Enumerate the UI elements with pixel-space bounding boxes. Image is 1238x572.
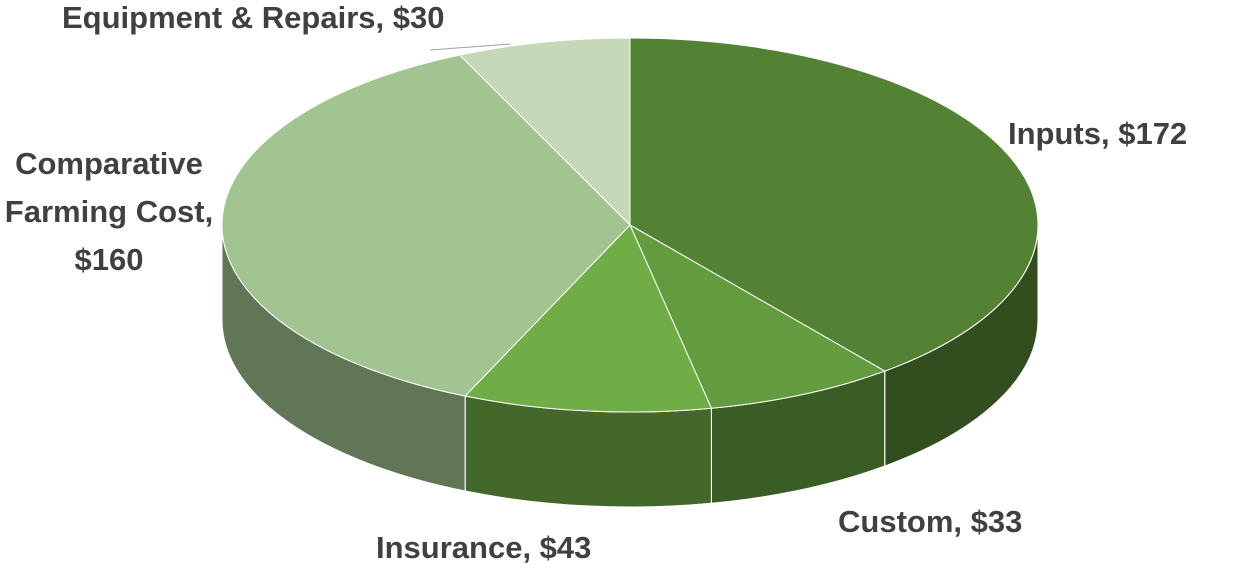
slice xyxy=(628,223,886,409)
data-label: Equipment & Repairs, $30 xyxy=(62,0,445,35)
slice xyxy=(464,224,713,413)
slice-side-shade xyxy=(464,395,712,508)
leader-line xyxy=(429,43,511,51)
data-label: Custom, $33 xyxy=(838,504,1023,539)
slice xyxy=(629,37,1039,372)
slice xyxy=(458,37,631,227)
slice xyxy=(221,54,631,397)
data-label: Inputs, $172 xyxy=(1008,116,1188,151)
data-label: Insurance, $43 xyxy=(376,530,592,565)
data-label: Comparative Farming Cost, $160 xyxy=(4,146,214,277)
